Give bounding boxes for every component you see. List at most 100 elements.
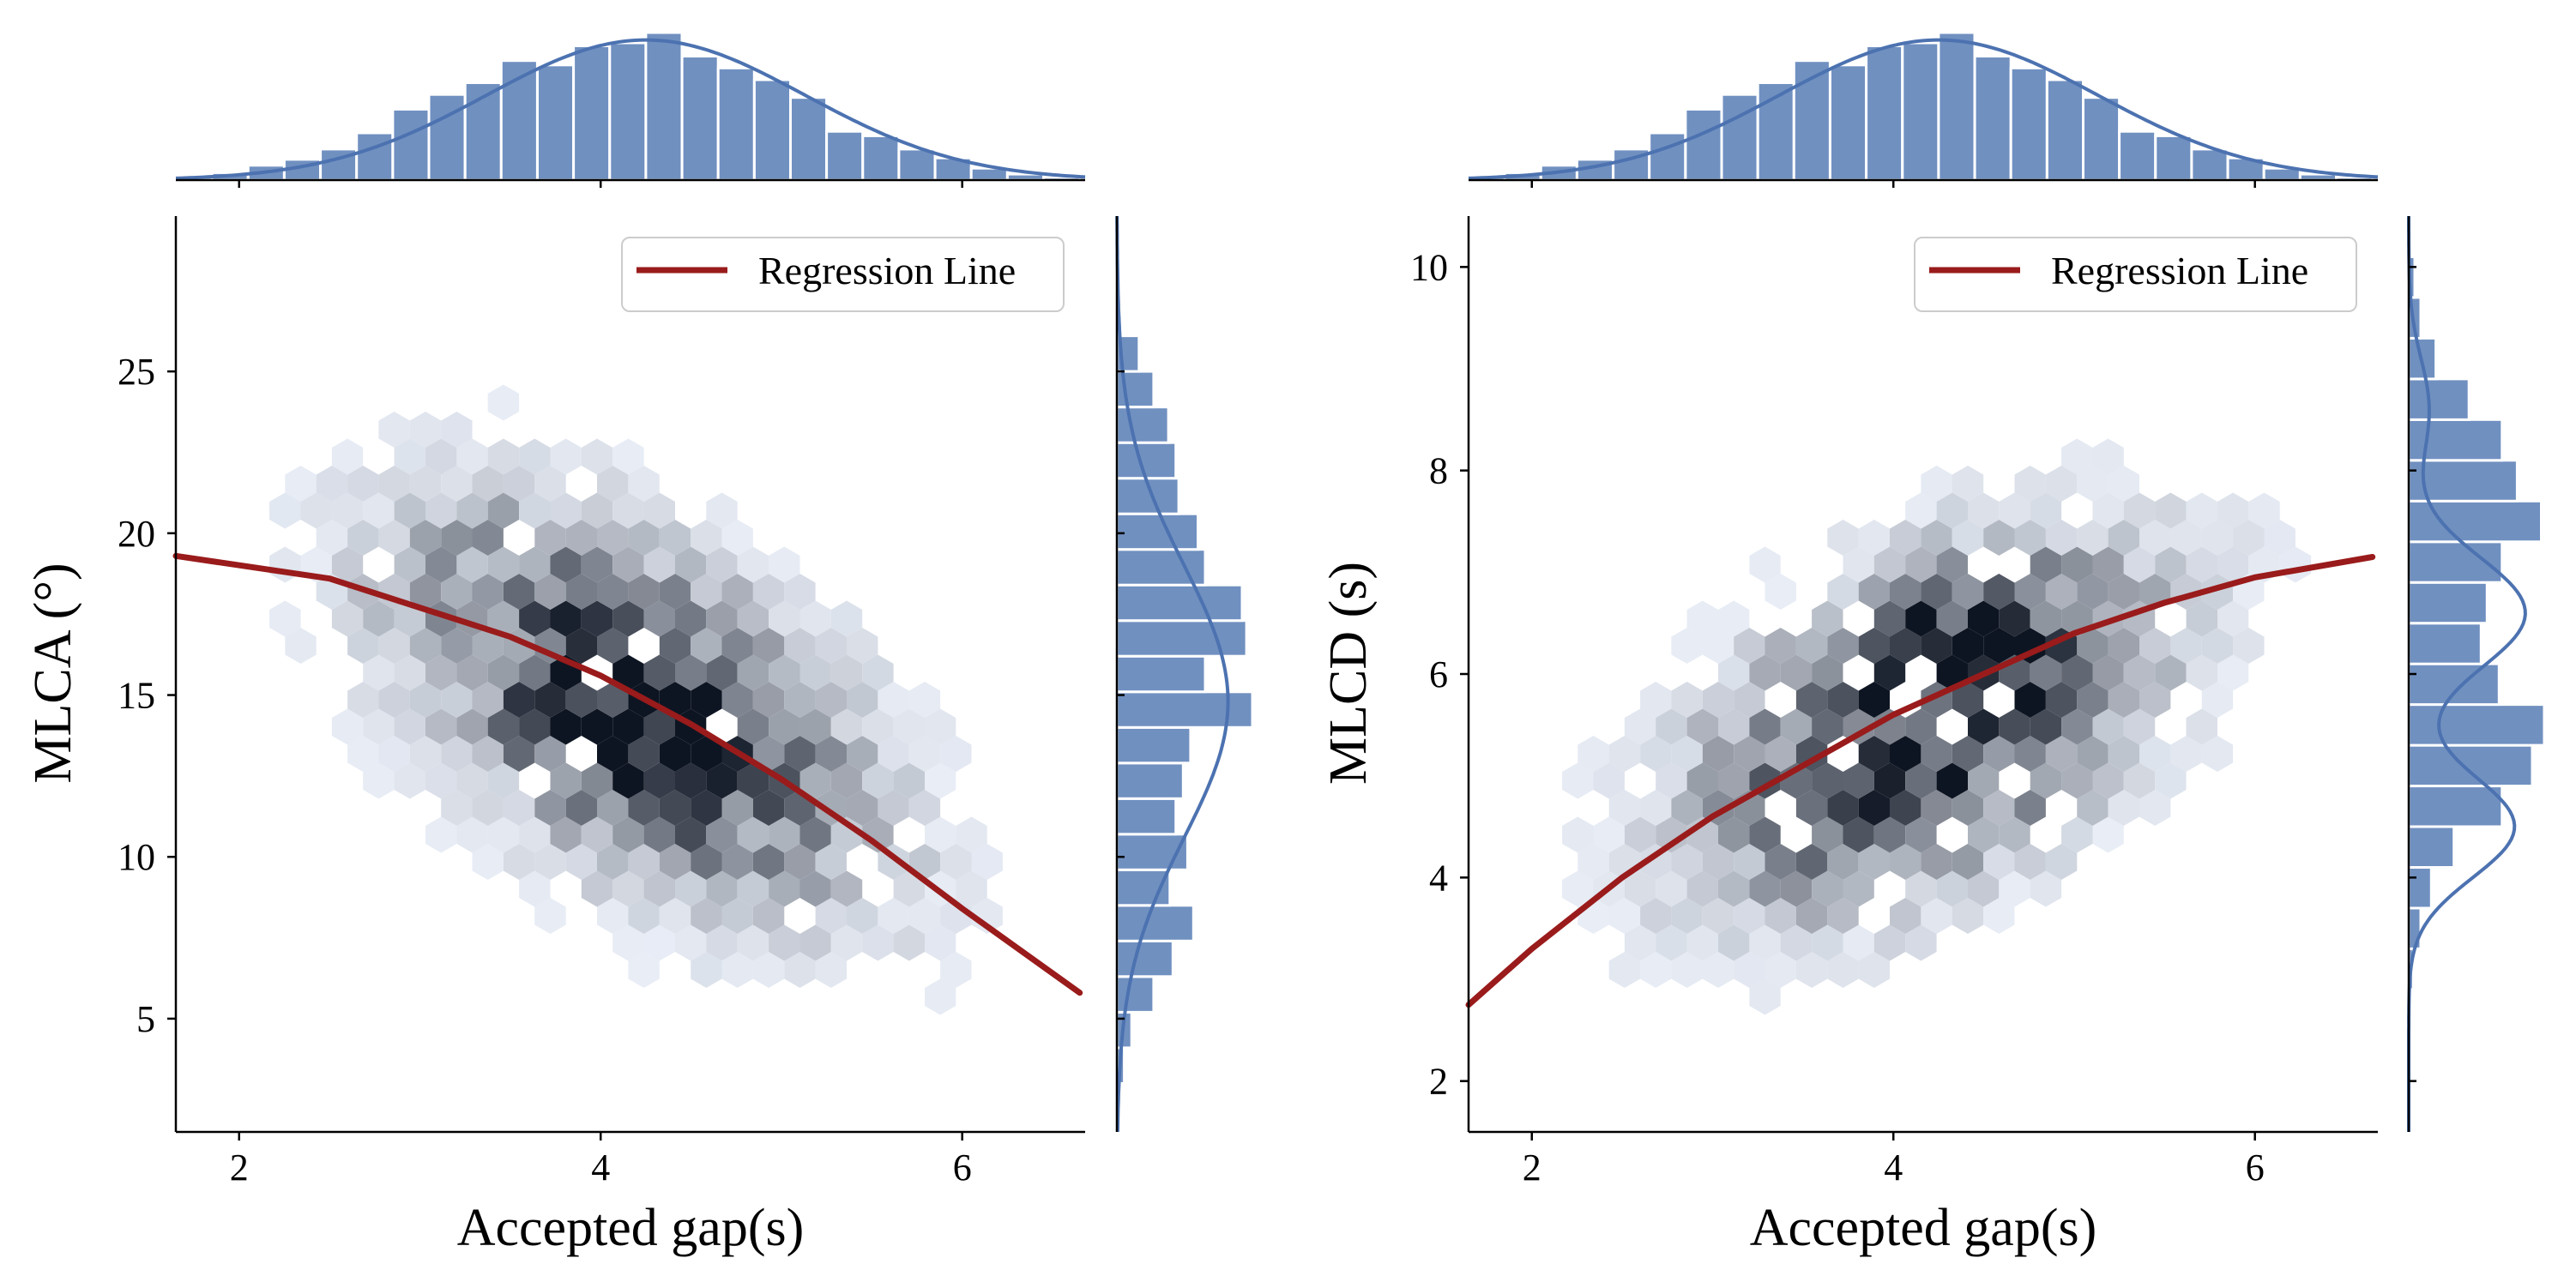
hexbin-cell — [830, 924, 863, 961]
top-hist-bar — [644, 31, 684, 182]
right-legend: Regression Line — [1914, 237, 2357, 312]
hexbin-cell — [784, 628, 816, 664]
hexbin-cell — [269, 492, 301, 529]
hexbin-cell — [2030, 708, 2062, 745]
x-tick-label: 2 — [1523, 1147, 1541, 1189]
hexbin-cell — [2170, 520, 2202, 556]
hexbin-cell — [409, 682, 442, 718]
hexbin-cell — [628, 466, 660, 502]
hexbin-cell — [331, 492, 364, 529]
hexbin-cell — [691, 520, 722, 556]
hexbin-cell — [581, 870, 613, 907]
hexbin-cell — [830, 600, 863, 637]
hexbin-cell — [1812, 762, 1843, 799]
hexbin-cell — [893, 708, 925, 745]
hexbin-cell — [675, 816, 707, 853]
hexbin-cell — [721, 844, 753, 880]
hexbin-cell — [2030, 870, 2062, 907]
hexbin-cell — [1749, 708, 1781, 745]
hexbin-cell — [628, 952, 660, 988]
hexbin-cell — [487, 600, 520, 637]
hexbin-cell — [1765, 574, 1796, 610]
hexbin-cell — [2061, 816, 2093, 853]
hexbin-cell — [1671, 736, 1703, 772]
hexbin-cell — [347, 466, 379, 502]
hexbin-cell — [2217, 546, 2249, 583]
hexbin-cell — [1795, 898, 1828, 934]
hexbin-cell — [1936, 762, 1968, 799]
hexbin-cell — [2217, 600, 2249, 637]
hexbin-cell — [1858, 952, 1890, 988]
right-hist-bar — [1115, 441, 1178, 480]
hexbin-cell — [2045, 844, 2078, 880]
hexbin-cell — [503, 574, 535, 610]
hexbin-cell — [925, 816, 956, 853]
hexbin-cell — [675, 924, 707, 961]
hexbin-cell — [1795, 790, 1828, 826]
right-hist-bar — [1115, 512, 1199, 551]
right-hist-bar — [2407, 906, 2422, 950]
hexbin-cell — [628, 574, 660, 610]
hexbin-cell — [1873, 654, 1906, 691]
hexbin-cell — [1765, 628, 1796, 664]
hexbin-cell — [706, 816, 738, 853]
top-hist-bar — [427, 93, 467, 182]
hexbin-cell — [1734, 736, 1765, 772]
hexbin-cell — [1905, 600, 1937, 637]
hexbin-cell — [706, 654, 738, 691]
hexbin-cell — [1827, 574, 1859, 610]
hexbin-cell — [737, 546, 769, 583]
hexbin-cell — [1734, 844, 1765, 880]
left-hexbin-layer — [269, 384, 1003, 1015]
hexbin-cell — [1952, 520, 1984, 556]
hexbin-cell — [2123, 708, 2156, 745]
hexbin-cell — [363, 762, 395, 799]
top-hist-bar — [391, 107, 431, 182]
y-tick-label: 15 — [118, 675, 155, 717]
hexbin-cell — [2077, 736, 2108, 772]
hexbin-cell — [550, 708, 582, 745]
hexbin-cell — [2045, 574, 2078, 610]
hexbin-cell — [1671, 898, 1703, 934]
hexbin-cell — [425, 762, 457, 799]
hexbin-cell — [737, 654, 769, 691]
hexbin-cell — [441, 790, 473, 826]
hexbin-cell — [1983, 520, 2015, 556]
top-hist-bar — [897, 147, 937, 182]
hexbin-cell — [441, 574, 473, 610]
hexbin-cell — [2014, 790, 2046, 826]
hexbin-cell — [1795, 844, 1828, 880]
hexbin-cell — [1999, 492, 2030, 529]
hexbin-cell — [659, 898, 691, 934]
hexbin-cell — [1578, 844, 1609, 880]
hexbin-cell — [1593, 762, 1625, 799]
hexbin-cell — [799, 816, 831, 853]
hexbin-cell — [1718, 762, 1750, 799]
hexbin-cell — [1968, 492, 2000, 529]
hexbin-cell — [1702, 736, 1734, 772]
hexbin-cell — [1905, 762, 1937, 799]
hexbin-cell — [597, 520, 629, 556]
hexbin-cell — [1578, 736, 1609, 772]
left-legend-box — [621, 237, 1065, 312]
hexbin-cell — [659, 844, 691, 880]
y-tick-label: 25 — [118, 351, 155, 393]
top-hist-bar — [572, 45, 612, 182]
hexbin-cell — [1921, 574, 1952, 610]
hexbin-cell — [878, 736, 909, 772]
hexbin-cell — [2201, 628, 2234, 664]
hexbin-cell — [2030, 546, 2062, 583]
hexbin-cell — [628, 898, 660, 934]
hexbin-cell — [612, 438, 644, 475]
hexbin-cell — [612, 492, 644, 529]
hexbin-cell — [581, 816, 613, 853]
hexbin-cell — [799, 600, 831, 637]
hexbin-cell — [830, 654, 863, 691]
hexbin-cell — [269, 546, 301, 583]
hexbin-cell — [1843, 924, 1874, 961]
hexbin-cell — [1843, 870, 1874, 907]
hexbin-cell — [2186, 600, 2217, 637]
right-top-marginal — [1467, 31, 2379, 188]
hexbin-cell — [1640, 736, 1672, 772]
hexbin-cell — [1921, 520, 1952, 556]
